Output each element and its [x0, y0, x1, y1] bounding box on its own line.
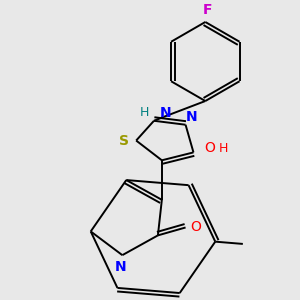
Text: N: N	[160, 106, 172, 120]
Text: N: N	[186, 110, 197, 124]
Text: H: H	[218, 142, 228, 155]
Text: O: O	[204, 141, 215, 155]
Text: O: O	[190, 220, 201, 235]
Text: N: N	[115, 260, 126, 274]
Text: S: S	[119, 134, 129, 148]
Text: H: H	[140, 106, 149, 119]
Text: F: F	[202, 3, 212, 17]
